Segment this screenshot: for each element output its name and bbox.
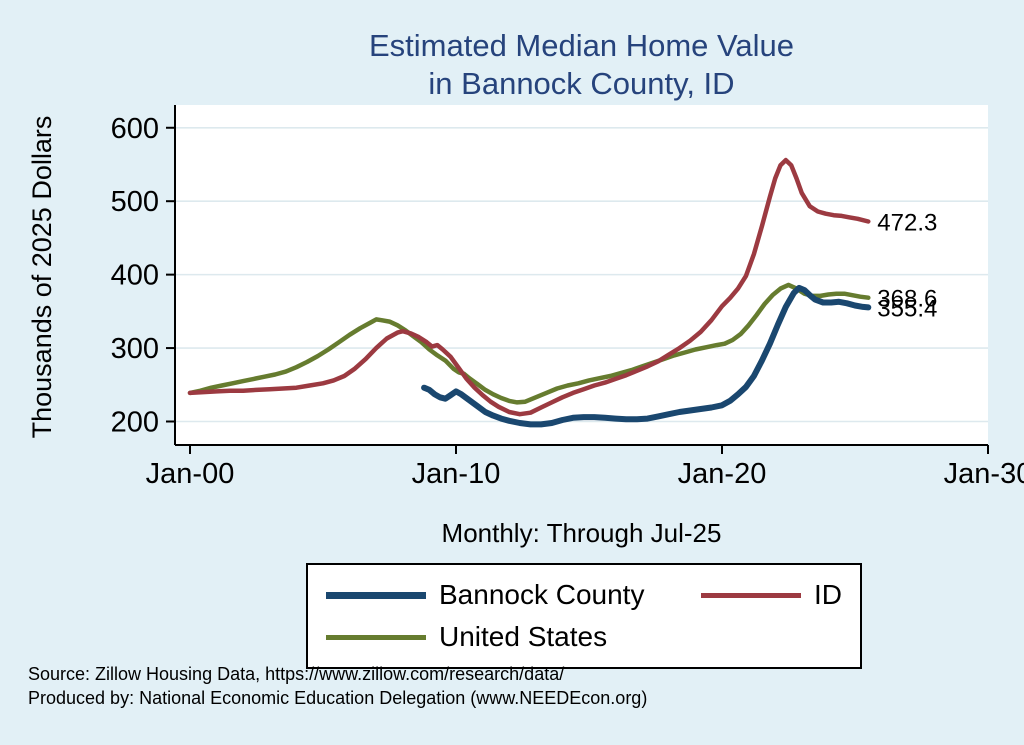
end-label-id: 472.3: [877, 210, 937, 237]
y-tick-label: 600: [111, 113, 159, 145]
source-line2: Produced by: National Economic Education…: [28, 688, 648, 708]
legend-label-id: ID: [814, 579, 842, 610]
series-bannock-county: [421, 284, 872, 428]
y-axis-title: Thousands of 2025 Dollars: [27, 115, 57, 439]
legend-item-united-states: United States: [326, 621, 644, 653]
legend: Bannock County ID United States: [306, 563, 862, 669]
legend-label-bannock-county: Bannock County: [439, 579, 645, 610]
end-label-united-states: 368.6: [877, 286, 937, 313]
y-tick-label: 400: [111, 260, 159, 292]
x-tick-label: Jan-30: [944, 458, 1024, 490]
x-axis-note: Monthly: Through Jul-25: [441, 518, 722, 548]
legend-swatch-united-states: [326, 634, 426, 640]
x-tick-label: Jan-10: [412, 458, 501, 490]
legend-swatch-bannock-county: [326, 591, 426, 599]
legend-item-bannock-county: Bannock County: [326, 579, 644, 611]
y-tick-label: 300: [111, 333, 159, 365]
source-note: Source: Zillow Housing Data, https://www…: [28, 662, 647, 710]
series-id: [187, 157, 871, 417]
chart-title: Estimated Median Home Value in Bannock C…: [175, 27, 988, 103]
chart-title-line2: in Bannock County, ID: [428, 66, 735, 101]
y-tick-label: 500: [111, 186, 159, 218]
x-tick-label: Jan-20: [678, 458, 767, 490]
x-tick-label: Jan-00: [146, 458, 235, 490]
legend-item-id: ID: [701, 579, 842, 611]
chart-title-line1: Estimated Median Home Value: [368, 28, 795, 63]
source-line1: Source: Zillow Housing Data, https://www…: [28, 664, 565, 684]
series-united-states: [187, 282, 871, 405]
y-tick-label: 200: [111, 407, 159, 439]
legend-swatch-id: [701, 592, 801, 598]
legend-label-united-states: United States: [439, 621, 608, 652]
end-label-bannock-county: 355.4: [877, 295, 937, 322]
